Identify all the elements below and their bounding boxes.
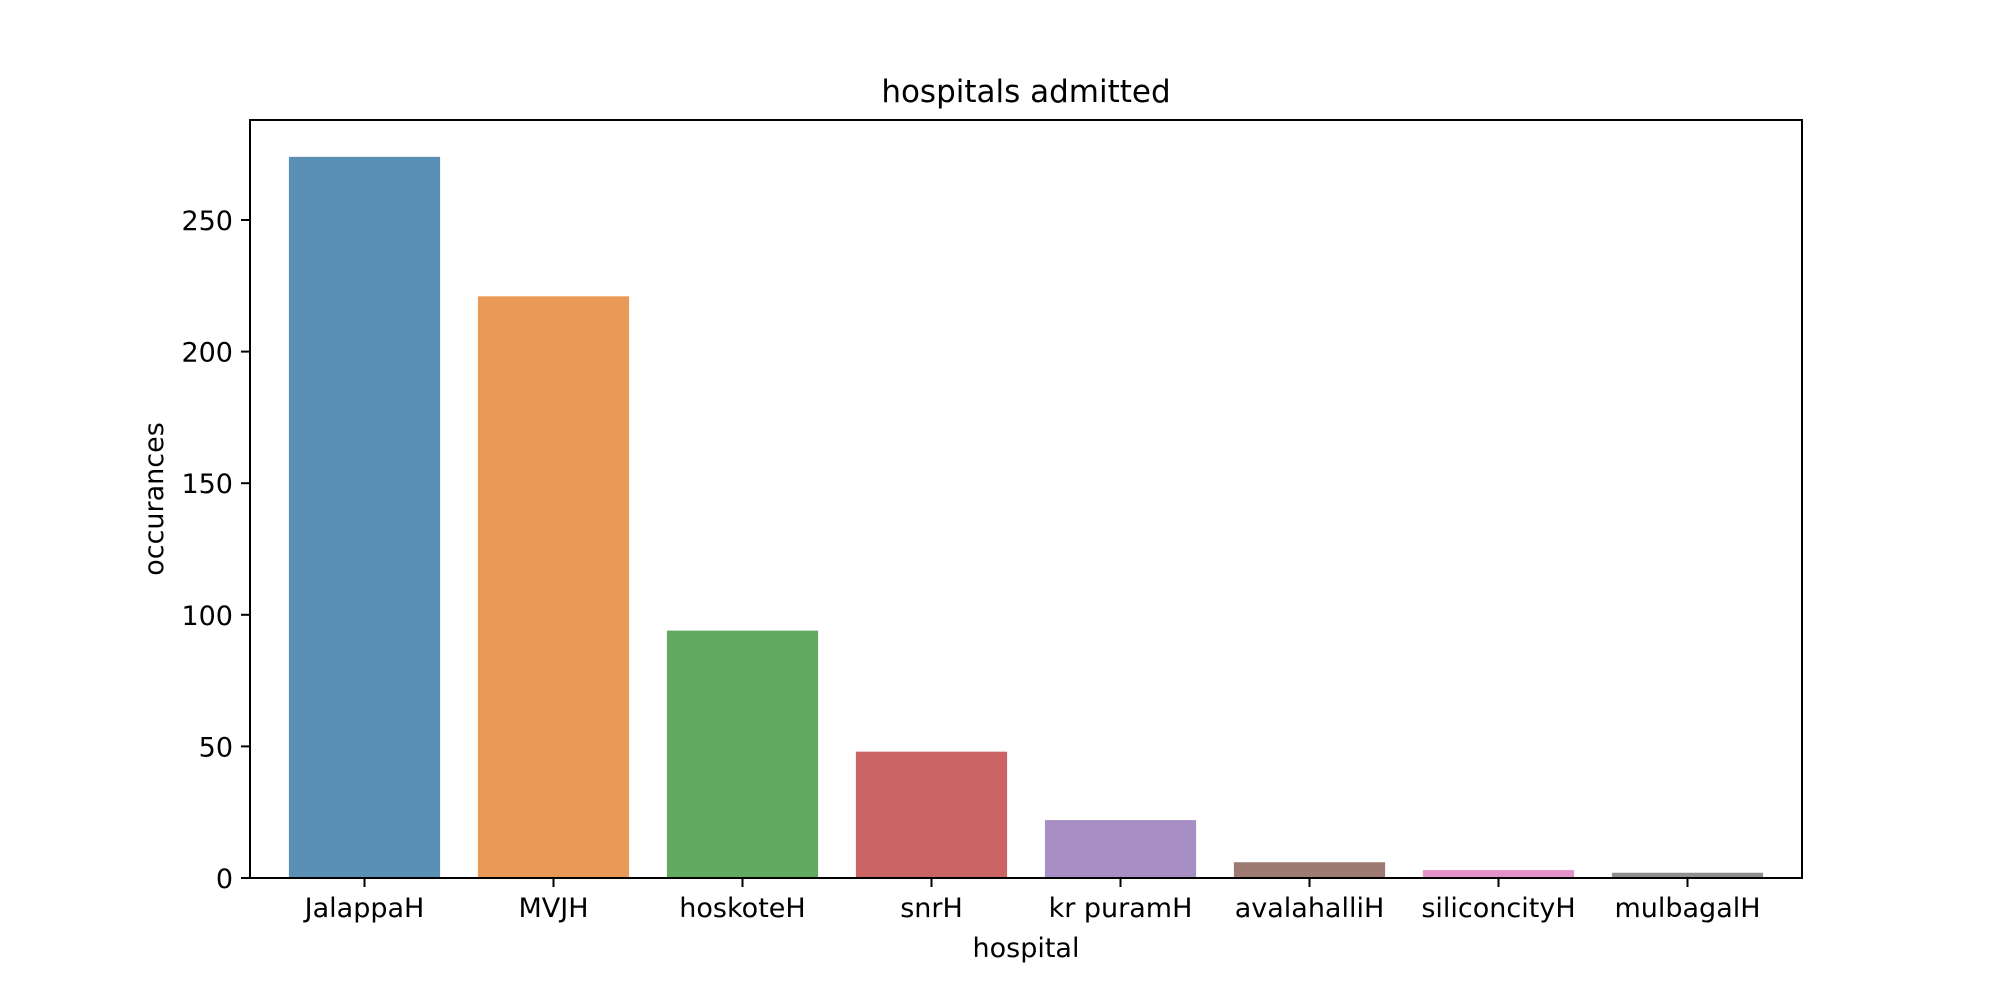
x-tick-label: avalahalliH: [1235, 893, 1385, 924]
bar-mulbagalh: [1611, 872, 1764, 878]
bar-avalahallih: [1233, 862, 1386, 878]
y-tick-label: 200: [181, 338, 233, 369]
x-tick-label: kr puramH: [1049, 893, 1193, 924]
bar-snrh: [855, 751, 1008, 878]
x-tick-label: JalappaH: [303, 893, 425, 924]
bar-mvjh: [477, 296, 630, 879]
y-ticks: 0 50 100 150 200 250: [181, 206, 250, 895]
bar-hoskoteh: [666, 630, 819, 878]
bar-jalappah: [288, 156, 441, 879]
bar-kr-puramh: [1044, 820, 1197, 878]
x-tick-label: snrH: [900, 893, 963, 924]
y-tick-label: 250: [181, 206, 233, 237]
x-axis-label: hospital: [973, 933, 1080, 964]
y-tick-label: 0: [216, 864, 233, 895]
y-tick-label: 100: [181, 601, 233, 632]
y-axis-label: occurances: [139, 422, 170, 576]
x-tick-label: hoskoteH: [679, 893, 805, 924]
bar-siliconcityh: [1422, 870, 1575, 878]
bars-layer: [288, 156, 1764, 879]
x-tick-label: MVJH: [518, 893, 588, 924]
y-tick-label: 50: [199, 732, 233, 763]
x-tick-label: mulbagalH: [1614, 893, 1760, 924]
x-tick-label: siliconcityH: [1421, 893, 1575, 924]
x-ticks: JalappaH MVJH hoskoteH snrH kr puramH avalaha…: [303, 878, 1761, 924]
chart-title: hospitals admitted: [881, 74, 1170, 110]
y-tick-label: 150: [181, 469, 233, 500]
plot-frame: [249, 119, 1803, 879]
